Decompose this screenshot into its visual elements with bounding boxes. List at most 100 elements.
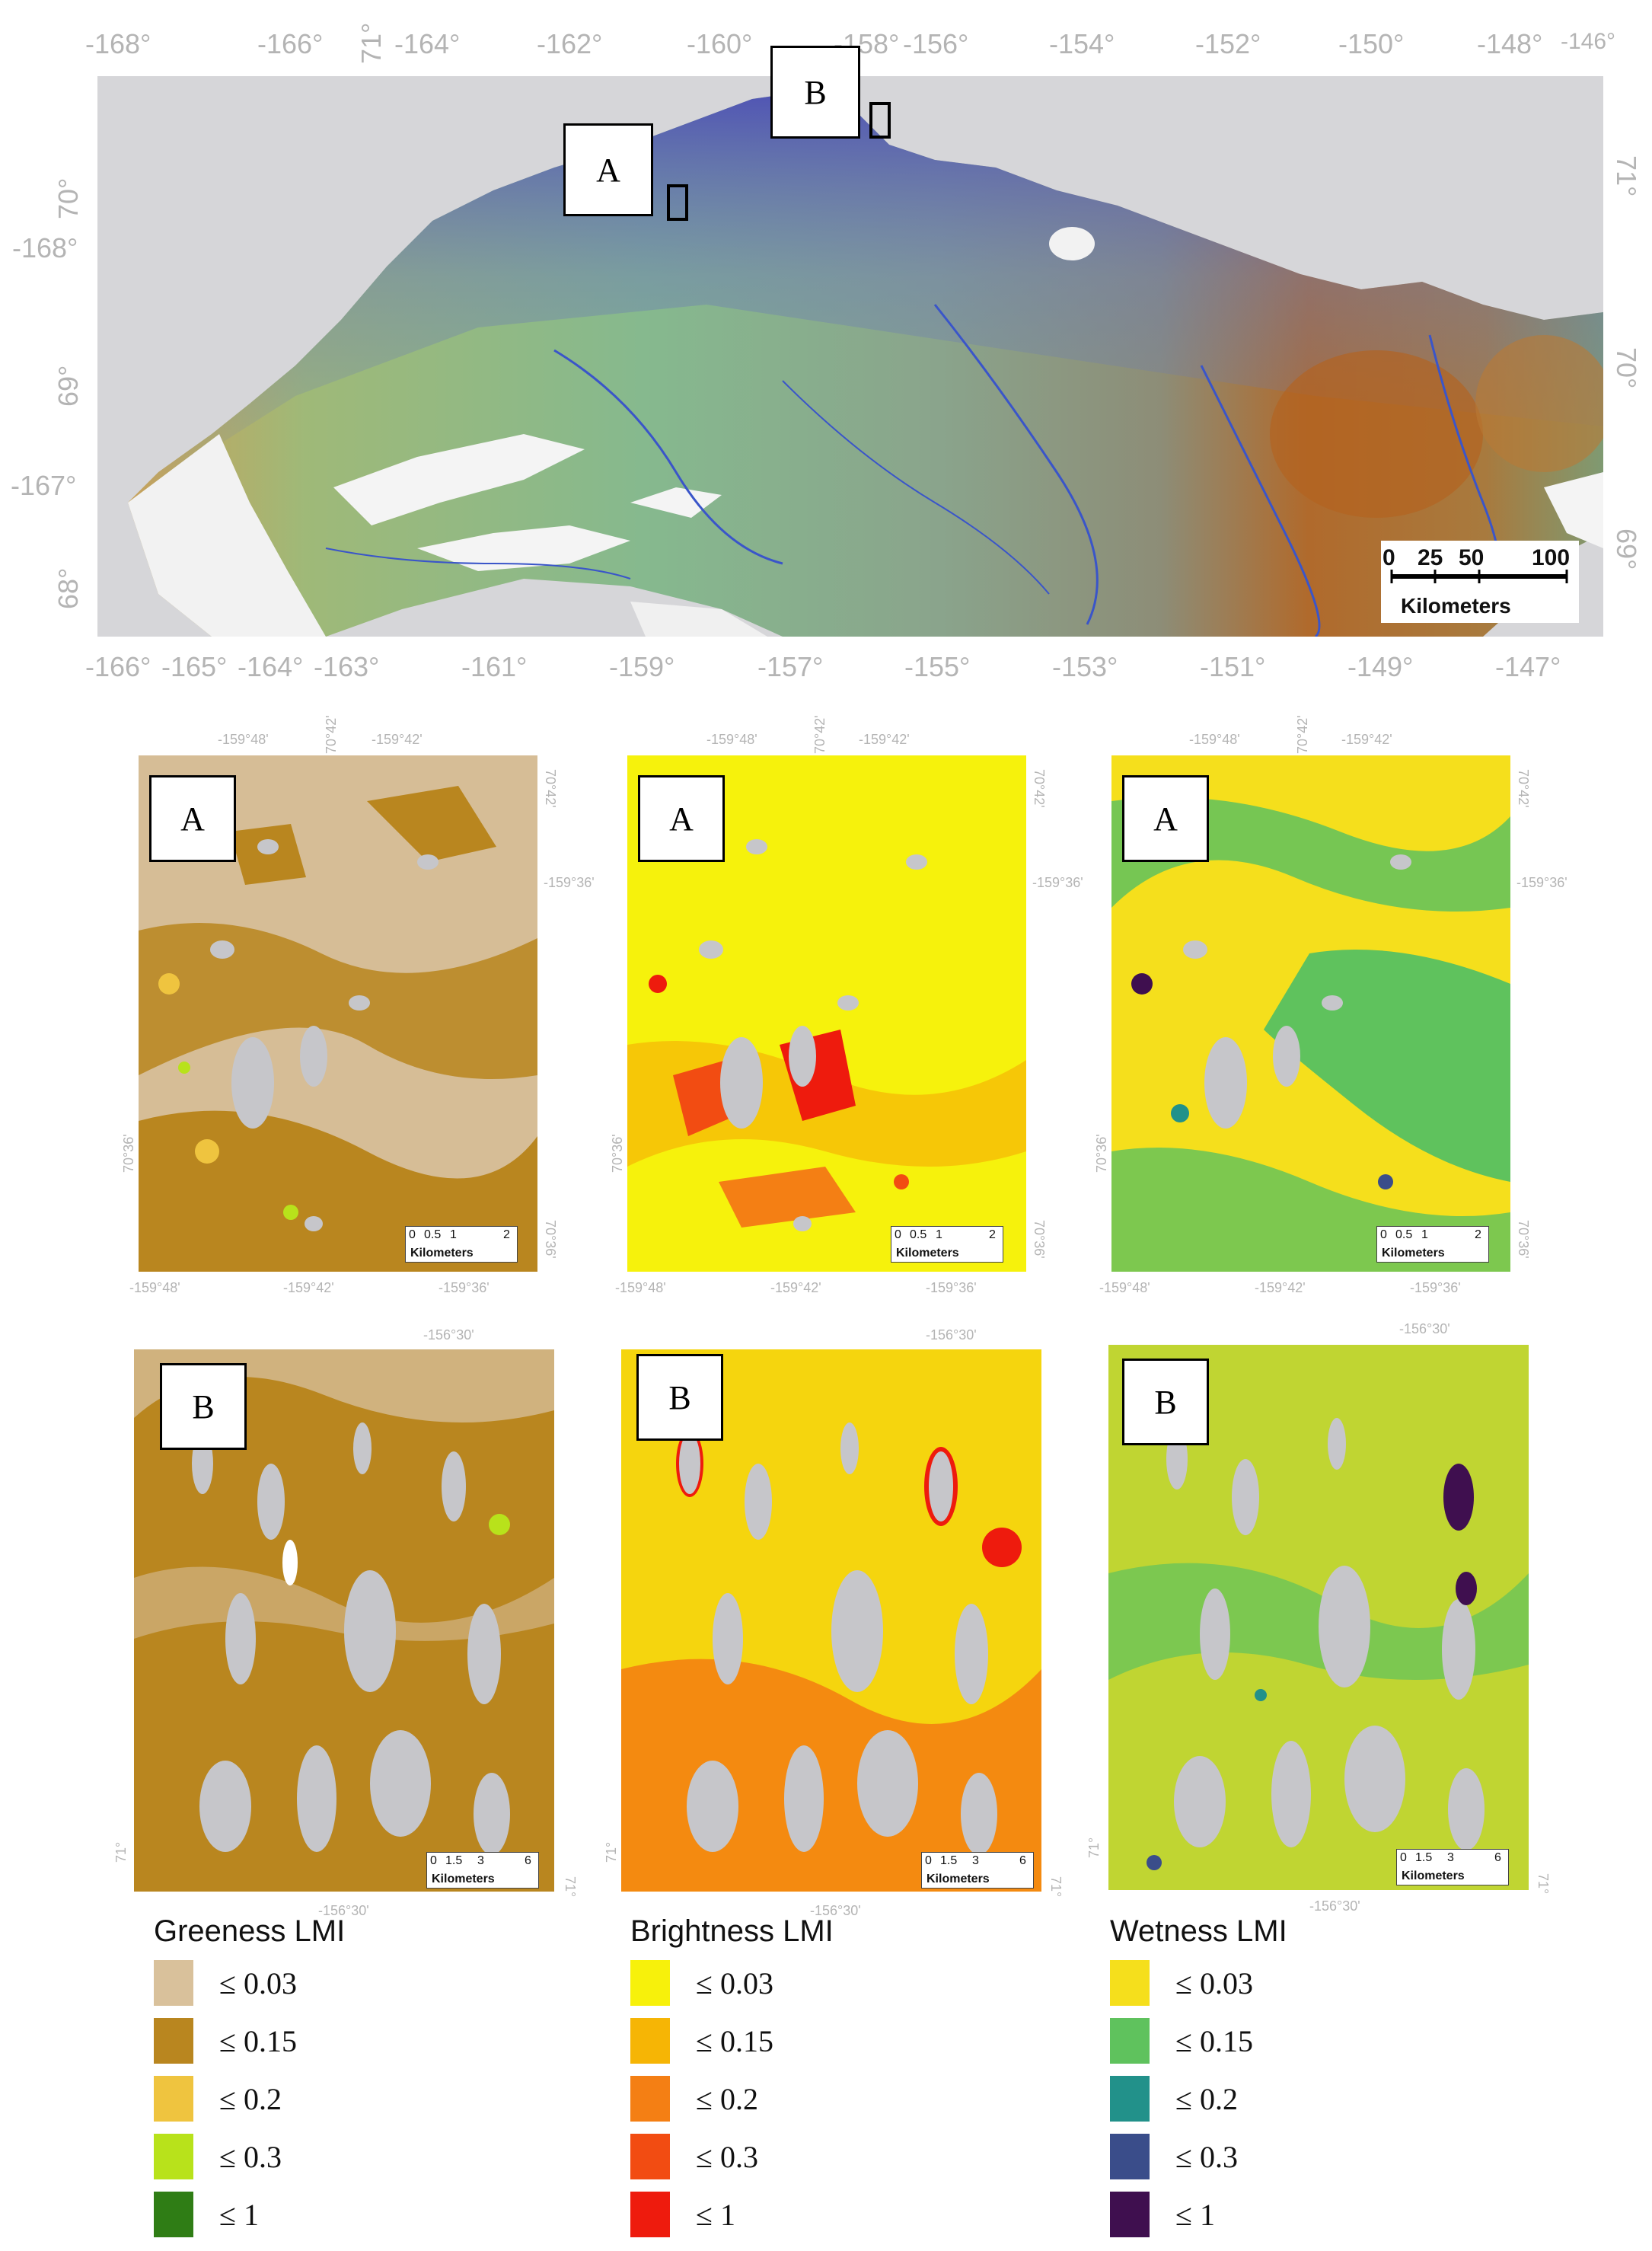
scale-tick: 0 <box>925 1854 932 1867</box>
legend-swatch <box>630 1960 670 2006</box>
legend-swatch <box>154 2076 193 2122</box>
scale-tick: 0 <box>1400 1851 1407 1864</box>
panel-label-a: A <box>149 775 236 862</box>
overview-scale-unit: Kilometers <box>1401 594 1511 618</box>
brightness-panel-a <box>627 755 1026 1272</box>
lat-label: 71° <box>563 1876 578 1898</box>
north-slope-composite-image <box>97 76 1603 637</box>
legend-item: ≤ 0.03 <box>630 1960 773 2006</box>
scale-tick: 1.5 <box>940 1854 958 1867</box>
lat-label-right: 69° <box>1611 528 1642 570</box>
lon-label-top: -168° <box>85 28 151 59</box>
scale-unit: Kilometers <box>926 1873 990 1885</box>
legend-swatch <box>630 2134 670 2179</box>
legend-item: ≤ 0.03 <box>1110 1960 1253 2006</box>
lon-label-bottom: -149° <box>1347 651 1414 682</box>
lat-label: 71° <box>604 1841 619 1863</box>
legend-swatch <box>154 2192 193 2237</box>
legend-item: ≤ 0.3 <box>154 2134 282 2179</box>
inset-b-extent <box>869 102 891 139</box>
lat-label: 71° <box>1048 1876 1064 1898</box>
legend-item: ≤ 0.3 <box>630 2134 758 2179</box>
lon-label: -156°30' <box>318 1903 369 1918</box>
legend-item: ≤ 1 <box>630 2192 735 2237</box>
lon-label-bottom: -153° <box>1052 651 1118 682</box>
panel-label-b: B <box>160 1363 247 1450</box>
lon-label: -159°36' <box>926 1280 977 1295</box>
lon-label-top: -160° <box>687 28 753 59</box>
legend-item: ≤ 0.15 <box>1110 2018 1253 2064</box>
lon-label: -156°30' <box>423 1327 474 1343</box>
scale-tick: 0 <box>895 1228 901 1241</box>
lon-label: -159°42' <box>372 732 423 747</box>
lat-label: 70°36' <box>121 1134 136 1173</box>
legend-swatch <box>1110 2018 1150 2064</box>
lon-label-top: -162° <box>537 28 603 59</box>
lon-label: -156°30' <box>1399 1321 1450 1336</box>
overview-scale-bar: 0 25 50 100 <box>1383 545 1573 574</box>
legend-item: ≤ 1 <box>1110 2192 1215 2237</box>
legend-label: ≤ 0.15 <box>696 2023 773 2058</box>
lon-label: -159°42' <box>1341 732 1392 747</box>
scale-tick: 1 <box>1421 1228 1428 1241</box>
greeness-panel-a <box>139 755 537 1272</box>
legend-swatch <box>1110 1960 1150 2006</box>
legend-swatch <box>630 2076 670 2122</box>
lat-label-left: 69° <box>53 365 84 407</box>
legend-label: ≤ 0.03 <box>219 1965 297 2000</box>
legend-label: ≤ 0.2 <box>696 2081 758 2116</box>
scale-tick: 2 <box>503 1228 510 1241</box>
scale-tick: 0.5 <box>1395 1228 1413 1241</box>
panel-label-a: A <box>638 775 725 862</box>
legend-swatch <box>1110 2192 1150 2237</box>
lon-label-top: -154° <box>1049 28 1115 59</box>
lon-label: -159°48' <box>218 732 269 747</box>
legend-swatch <box>630 2018 670 2064</box>
panel-label-a: A <box>1122 775 1209 862</box>
lon-label: -159°42' <box>283 1280 334 1295</box>
scale-tick: 6 <box>525 1854 531 1867</box>
lat-label: 70°42' <box>324 715 339 754</box>
lat-label: 70°36' <box>1032 1220 1047 1259</box>
panel-scale-bar: 0 1.5 3 6 Kilometers <box>1396 1849 1509 1885</box>
lat-label-right: 71° <box>1611 155 1642 197</box>
panel-scale-bar: 0 1.5 3 6 Kilometers <box>921 1852 1034 1889</box>
lon-label: -159°42' <box>1255 1280 1306 1295</box>
scale-tick: 2 <box>989 1228 996 1241</box>
legend-label: ≤ 0.15 <box>1175 2023 1253 2058</box>
lon-label-bottom: -157° <box>757 651 824 682</box>
panel-label-b: B <box>1122 1359 1209 1445</box>
lon-label-bottom: -159° <box>609 651 675 682</box>
legend-label: ≤ 0.2 <box>1175 2081 1238 2116</box>
scale-tick: 0 <box>430 1854 437 1867</box>
lat-label: 70°42' <box>1032 769 1047 808</box>
inset-a-extent <box>667 184 688 221</box>
panel-label-b: B <box>636 1354 723 1441</box>
lat-label: 70°42' <box>543 769 558 808</box>
lat-label: 70°42' <box>1295 715 1310 754</box>
lon-label-top: -148° <box>1477 28 1543 59</box>
legend-item: ≤ 0.2 <box>1110 2076 1238 2122</box>
legend-swatch <box>154 2134 193 2179</box>
scale-tick: 50 <box>1459 545 1485 570</box>
scale-tick: 0.5 <box>910 1228 927 1241</box>
lon-label: -159°36' <box>1410 1280 1461 1295</box>
scale-unit: Kilometers <box>1402 1869 1465 1882</box>
legend-label: ≤ 1 <box>1175 2197 1215 2232</box>
lon-label: -159°36' <box>439 1280 490 1295</box>
lon-label: -156°30' <box>1309 1898 1360 1914</box>
inset-a-label: A <box>563 123 653 216</box>
lat-label-top: 71° <box>356 22 387 64</box>
lon-label-top: -146° <box>1561 29 1616 54</box>
scale-tick: 3 <box>477 1854 484 1867</box>
lat-label-left: 70° <box>53 177 84 219</box>
lon-label-top: -156° <box>903 28 969 59</box>
lon-label-bottom: -165° <box>161 651 228 682</box>
legend-title: Wetness LMI <box>1110 1914 1287 1948</box>
legend-label: ≤ 0.15 <box>219 2023 297 2058</box>
scale-tick: 1 <box>936 1228 942 1241</box>
lon-label-left: -167° <box>11 470 77 501</box>
lat-label: 71° <box>1536 1873 1551 1895</box>
legend-title: Brightness LMI <box>630 1914 834 1948</box>
legend-item: ≤ 0.2 <box>154 2076 282 2122</box>
